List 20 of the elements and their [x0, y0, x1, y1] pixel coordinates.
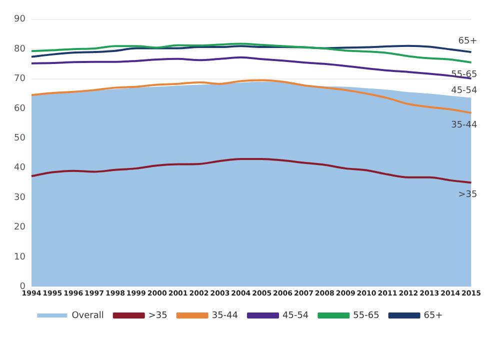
legend-label: 65+ [424, 310, 443, 321]
y-tick-label: 30 [14, 192, 26, 203]
legend-label: 35-44 [212, 310, 238, 321]
y-tick-label: 50 [14, 134, 26, 144]
legend-label: Overall [72, 310, 104, 321]
line-series [30, 44, 472, 58]
y-tick-label: 40 [14, 163, 26, 174]
y-tick-label: 90 [14, 14, 26, 25]
y-tick-label: 10 [14, 252, 26, 262]
legend-label: >35 [148, 310, 168, 321]
y-tick-label: 20 [14, 222, 26, 233]
y-tick-label: 60 [14, 104, 26, 114]
y-tick-label: 70 [14, 74, 26, 84]
text: 65+ [458, 36, 478, 46]
text: 45-54 [451, 86, 478, 96]
legend-label: 55-65 [353, 310, 380, 321]
line-series [30, 158, 472, 184]
y-tick-label: 80 [14, 44, 26, 54]
legend-label: 45-54 [282, 310, 309, 321]
line-series [30, 42, 472, 64]
